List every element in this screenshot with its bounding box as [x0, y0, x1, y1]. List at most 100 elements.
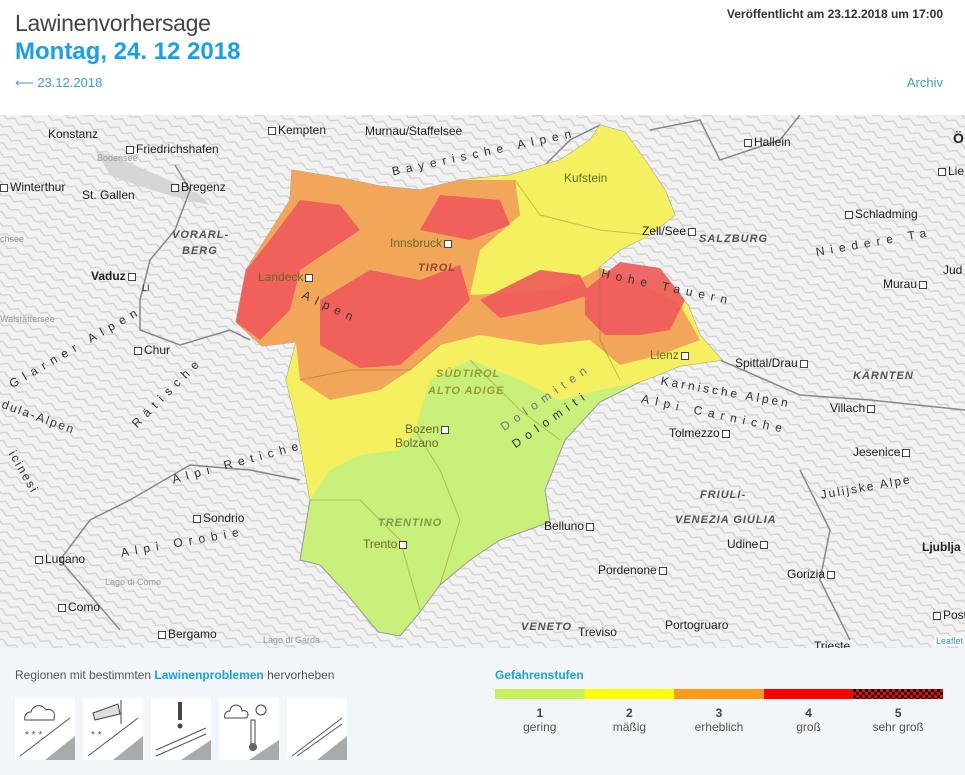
city-label: Friedrichshafen: [126, 142, 219, 156]
region-label: SÜDTIROL: [436, 368, 501, 380]
persistent-weak-layer-icon: [155, 702, 211, 760]
city-label: Villach: [830, 401, 875, 415]
city-label: Lie: [938, 164, 964, 178]
euregio-danger-regions[interactable]: [235, 124, 723, 637]
city-label: Gorizia: [787, 567, 835, 581]
city-label: Bergamo: [158, 627, 217, 641]
city-label: Kufstein: [564, 171, 608, 185]
persistent-weak-layer-button[interactable]: [151, 698, 211, 760]
level-name: mäßig: [612, 720, 647, 734]
city-label: Murau: [883, 277, 927, 291]
previous-day-link[interactable]: ⟵ 23.12.2018: [15, 75, 103, 90]
lake-label: Lago di Como: [105, 577, 162, 587]
danger-map[interactable]: Konstanz Friedrichshafen Kempten Murnau/…: [0, 115, 965, 648]
gliding-snow-button[interactable]: [287, 698, 347, 760]
city-label: Lienz: [650, 348, 689, 362]
forecast-date: Montag, 24. 12 2018: [15, 38, 241, 65]
new-snow-button[interactable]: * * *: [15, 698, 75, 760]
level-color-bar: [584, 689, 675, 699]
city-label: Trieste: [814, 639, 851, 648]
level-number: 4: [805, 706, 812, 720]
danger-level-legend: 1 gering 2 mäßig 3 erheblich 4 groß 5 sehr gr…: [495, 689, 943, 734]
city-label: Vaduz: [91, 269, 136, 283]
danger-level-4: 4 groß: [763, 689, 854, 734]
city-label: Spittal/Drau: [735, 356, 808, 370]
header: Lawinenvorhersage Montag, 24. 12 2018 ⟵ …: [0, 0, 965, 115]
level-name: gering: [523, 720, 557, 734]
danger-region-level-4[interactable]: [236, 195, 685, 368]
city-label: Konstanz: [48, 127, 99, 141]
level-color-bar: [674, 689, 764, 699]
danger-level-5: 5 sehr groß: [853, 689, 943, 734]
city-label: Chur: [134, 343, 170, 357]
danger-level-1: 1 gering: [495, 689, 585, 734]
city-label: Landeck: [258, 270, 313, 284]
region-label: BERG: [182, 245, 218, 257]
region-label: VENEZIA GIULIA: [675, 514, 777, 526]
level-name: groß: [796, 720, 821, 734]
city-label: Belluno: [544, 519, 594, 533]
city-label: Lugano: [35, 552, 85, 566]
lake-label: Lago di Garda: [263, 635, 321, 645]
avalanche-problems-link[interactable]: Lawinenproblemen: [154, 668, 264, 682]
danger-level-3: 3 erheblich: [674, 689, 764, 734]
city-label: Sondrio: [193, 511, 244, 525]
region-label: SALZBURG: [699, 233, 769, 245]
city-label: Schladming: [845, 207, 918, 221]
city-label: Pordenone: [598, 563, 667, 577]
level-number: 2: [626, 706, 633, 720]
city-label: Hallein: [744, 135, 791, 149]
city-label: Jesenice: [853, 445, 910, 459]
wind-slab-button[interactable]: * *: [83, 698, 143, 760]
city-label: Tolmezzo: [669, 426, 730, 440]
region-label: VORARL-: [172, 229, 230, 241]
svg-text:* *: * *: [91, 730, 102, 741]
wet-snow-button[interactable]: [219, 698, 279, 760]
leaflet-attribution-link[interactable]: Leaflet: [933, 636, 965, 646]
city-label: Kempten: [268, 123, 326, 137]
level-number: 5: [894, 706, 902, 720]
highlight-prefix: Regionen mit bestimmten: [15, 668, 155, 682]
wind-slab-icon: * *: [87, 700, 143, 760]
city-label: Zell/See: [642, 224, 696, 238]
published-timestamp: Veröffentlicht am 23.12.2018 um 17:00: [726, 7, 943, 21]
danger-level-2: 2 mäßig: [584, 689, 675, 734]
region-label: FRIULI-: [700, 489, 747, 501]
level-name: erheblich: [694, 720, 744, 734]
highlight-problems-text: Regionen mit bestimmten Lawinenproblemen…: [15, 668, 334, 682]
level-color-bar: [763, 689, 854, 699]
level-number: 3: [715, 706, 723, 720]
gliding-snow-icon: [291, 717, 347, 760]
svg-text:* * *: * * *: [25, 730, 42, 741]
level-color-bar: [495, 689, 585, 699]
region-label: ALTO ADIGE: [428, 385, 505, 397]
city-label: Innsbruck: [390, 236, 452, 250]
region-subdivisions: [299, 179, 651, 611]
city-label: Winterthur: [0, 180, 65, 194]
archive-link[interactable]: Archiv: [906, 75, 943, 90]
lake-label: Walstättersee: [0, 314, 55, 324]
lake-label: Bodensee: [97, 153, 138, 163]
city-label: Bozen: [405, 422, 449, 436]
region-label: TRENTINO: [378, 517, 443, 529]
level-number: 1: [536, 706, 544, 720]
city-label: Bregenz: [171, 180, 226, 194]
city-label: Treviso: [578, 625, 617, 639]
city-label: Udine: [727, 537, 768, 551]
lake-label: chsee: [0, 234, 25, 244]
country-code: LI: [142, 283, 150, 293]
region-label: VENETO: [521, 621, 573, 633]
city-label: Post: [933, 608, 965, 622]
new-snow-icon: * * *: [19, 705, 75, 760]
city-label: Como: [58, 600, 100, 614]
highlight-suffix: hervorheben: [263, 668, 335, 682]
wet-snow-icon: [224, 704, 279, 760]
city-label: Bolzano: [395, 436, 439, 450]
city-label: Trento: [363, 537, 407, 551]
region-label: TIROL: [418, 262, 456, 274]
city-label: Jud: [943, 263, 963, 277]
map-canvas: [0, 115, 965, 648]
city-label: Ljublja: [922, 540, 961, 554]
city-label: Portogruaro: [665, 618, 729, 632]
danger-levels-title: Gefahrenstufen: [495, 668, 584, 682]
